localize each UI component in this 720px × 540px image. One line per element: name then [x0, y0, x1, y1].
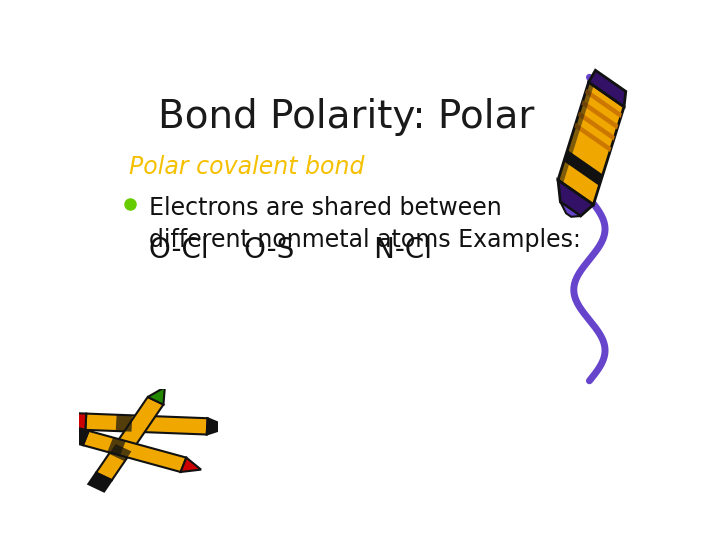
Text: Polar covalent bond: Polar covalent bond [129, 154, 364, 179]
Text: Electrons are shared between
different nonmetal atoms Examples:: Electrons are shared between different n… [148, 196, 580, 252]
Text: O-Cl    O-S         N-Cl: O-Cl O-S N-Cl [148, 236, 431, 264]
Text: Bond Polarity: Polar: Bond Polarity: Polar [158, 98, 535, 136]
